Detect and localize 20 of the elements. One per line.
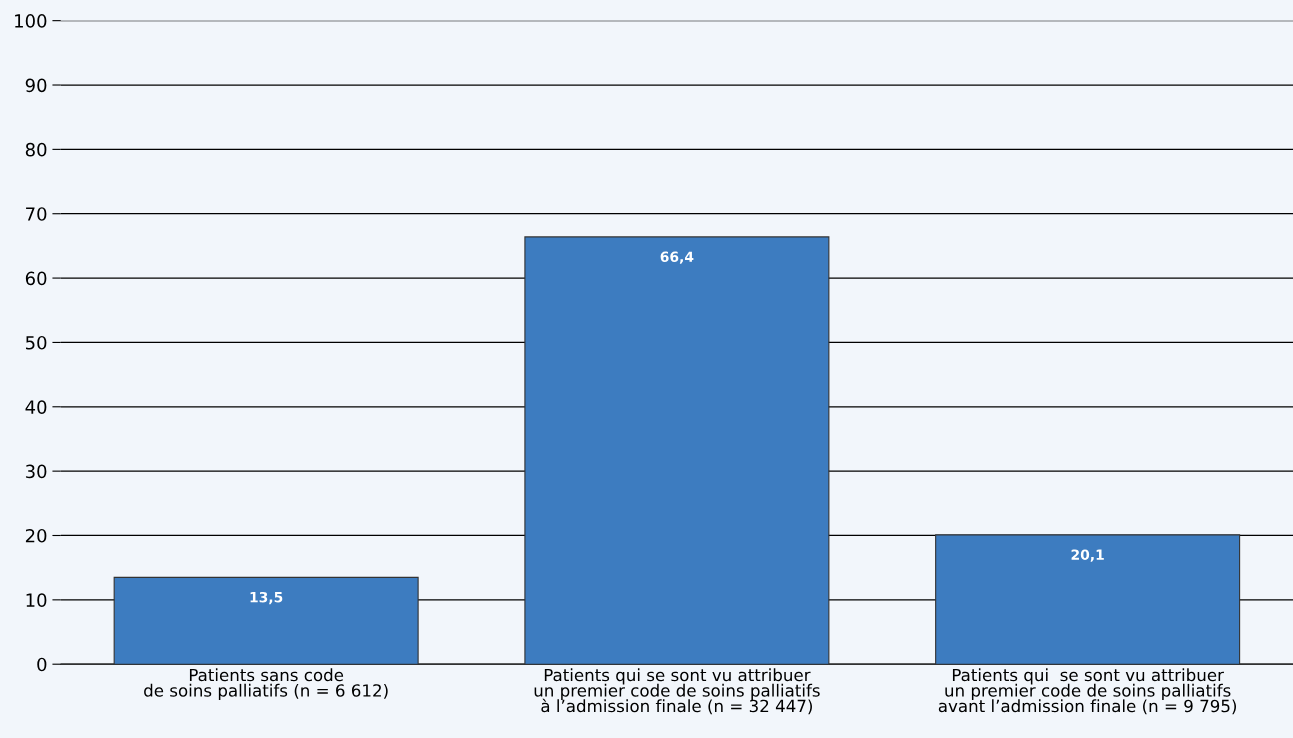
y-tick-label: 10: [26, 593, 47, 607]
bar: [524, 236, 830, 665]
y-tick-label: 90: [25, 78, 47, 93]
y-tick-label: 40: [25, 400, 47, 414]
x-tick-label: Patients qui se sont vu attribuer un premier code de soins palliatifs à l’admission finale (n = 32 447): [534, 668, 820, 715]
bar: [935, 534, 1241, 665]
y-tick-label: 20: [25, 528, 47, 543]
data-label: 20,1: [1071, 549, 1104, 562]
y-tick-label: 0: [37, 657, 47, 672]
y-tick-label: 70: [26, 207, 47, 221]
y-tick-label: 80: [25, 142, 47, 157]
data-label: 66,4: [660, 251, 694, 264]
y-tick-label: 100: [15, 14, 47, 28]
bar: [113, 576, 419, 665]
x-tick-label: Patients sans code de soins palliatifs (n = 6 612): [144, 668, 388, 700]
y-tick-label: 50: [25, 335, 47, 350]
data-label: 13,5: [250, 591, 283, 605]
x-tick-label: Patients qui se sont vu attribuer un premier code de soins palliatifs avant l’admission finale (n = 9 795): [938, 668, 1237, 715]
y-tick-label: 60: [25, 271, 47, 286]
y-tick-label: 30: [25, 464, 47, 479]
